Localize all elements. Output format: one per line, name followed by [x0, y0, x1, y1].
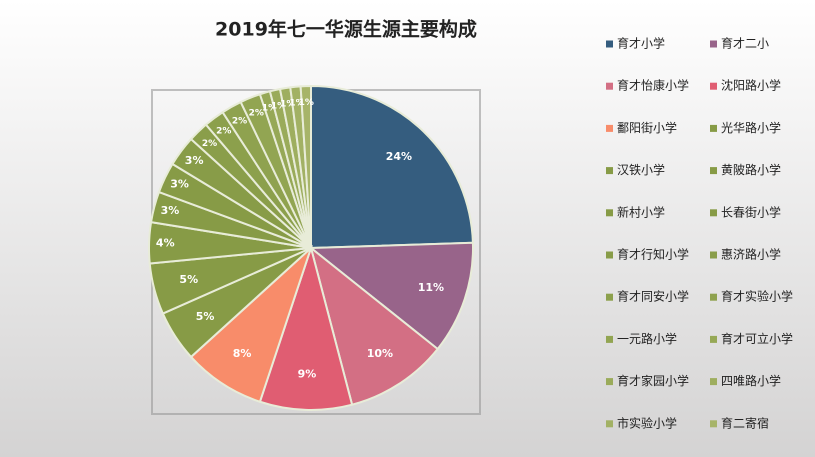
pie-slice	[299, 84, 312, 249]
chart-title: 2019年七一华源生源主要构成	[215, 18, 477, 41]
pie-slice	[308, 241, 474, 351]
data-label: 11%	[418, 281, 444, 294]
legend-label: 育二寄宿	[721, 415, 769, 430]
legend-swatch	[606, 251, 613, 259]
legend-swatch	[606, 420, 613, 428]
data-label: 1%	[280, 100, 295, 110]
legend-label: 黄陂路小学	[721, 162, 781, 177]
legend-label: 育才家园小学	[617, 373, 689, 388]
data-label: 5%	[179, 273, 198, 286]
pie-slice	[258, 244, 354, 411]
data-label: 3%	[185, 154, 204, 167]
legend-swatch	[606, 82, 613, 90]
data-label: 1%	[262, 104, 277, 114]
legend-label: 鄱阳街小学	[617, 120, 677, 135]
legend-swatch	[710, 251, 717, 259]
legend-swatch	[606, 167, 613, 175]
legend-swatch	[710, 378, 717, 386]
legend-label: 育才二小	[721, 36, 769, 51]
legend-label: 育才实验小学	[721, 289, 793, 304]
data-label: 4%	[156, 236, 175, 249]
legend-label: 育才同安小学	[617, 289, 689, 304]
legend-label: 惠济路小学	[721, 247, 781, 262]
data-label: 3%	[161, 204, 180, 217]
data-label: 1%	[299, 98, 314, 108]
legend-swatch	[710, 420, 717, 428]
data-label: 9%	[298, 367, 317, 380]
legend-label: 育才行知小学	[617, 247, 689, 262]
data-label: 8%	[233, 347, 252, 360]
legend-swatch	[710, 82, 717, 90]
legend-label: 四唯路小学	[721, 373, 781, 388]
pie-slice	[310, 84, 474, 250]
legend-label: 汉铁小学	[617, 162, 665, 177]
legend-swatch	[710, 124, 717, 132]
data-label: 2%	[216, 127, 231, 137]
data-label: 1%	[289, 98, 304, 108]
data-label: 2%	[249, 108, 264, 118]
legend-swatch	[710, 293, 717, 301]
legend-label: 光华路小学	[721, 120, 781, 135]
legend-swatch	[606, 335, 613, 343]
legend-swatch	[606, 293, 613, 301]
data-label: 24%	[386, 150, 412, 163]
data-label: 3%	[170, 178, 189, 191]
data-label: 5%	[196, 310, 215, 323]
data-label: 1%	[271, 101, 286, 111]
legend-swatch	[710, 40, 717, 48]
legend-swatch	[606, 209, 613, 217]
data-label: 10%	[367, 347, 393, 360]
legend-swatch	[606, 40, 613, 48]
legend-label: 市实验小学	[617, 415, 677, 430]
legend-swatch	[710, 167, 717, 175]
data-label: 2%	[232, 116, 247, 126]
legend-label: 育才怡康小学	[617, 78, 689, 93]
legend-swatch	[606, 124, 613, 132]
legend-swatch	[710, 335, 717, 343]
legend-label: 沈阳路小学	[721, 78, 781, 93]
legend-label: 新村小学	[617, 204, 665, 219]
legend-swatch	[606, 378, 613, 386]
legend-label: 一元路小学	[617, 331, 677, 346]
legend-swatch	[710, 209, 717, 217]
legend-label: 长春街小学	[721, 204, 781, 219]
data-label: 2%	[202, 139, 217, 149]
legend-label: 育才可立小学	[721, 331, 793, 346]
legend-label: 育才小学	[617, 36, 665, 51]
